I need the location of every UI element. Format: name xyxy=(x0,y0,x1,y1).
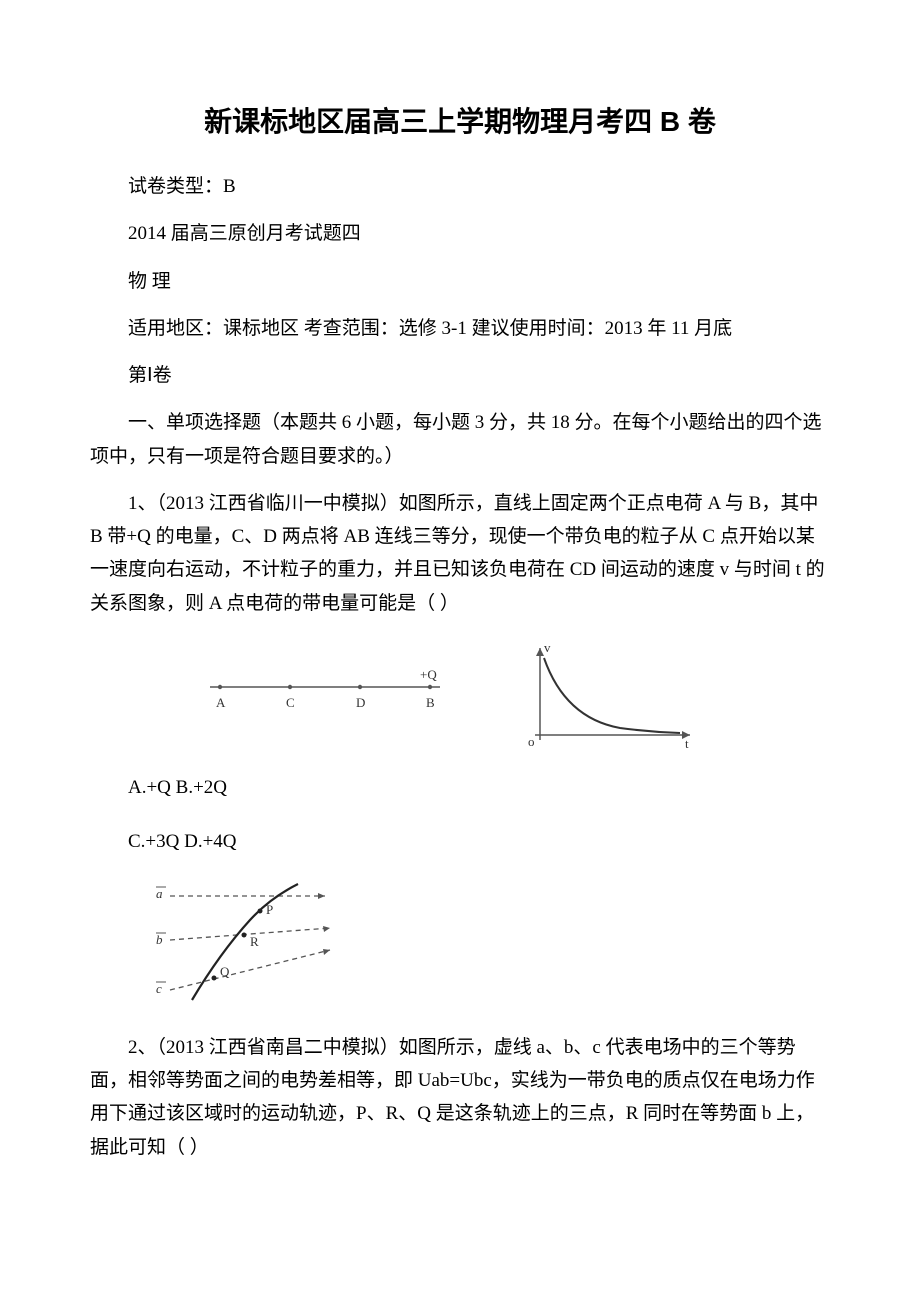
volume: 第Ⅰ卷 xyxy=(90,359,830,392)
section-header: 一、单项选择题（本题共 6 小题，每小题 3 分，共 18 分。在每个小题给出的… xyxy=(90,406,830,473)
axis-t: t xyxy=(685,736,689,750)
q1-stem: 1、（2013 江西省临川一中模拟）如图所示，直线上固定两个正点电荷 A 与 B… xyxy=(90,487,830,620)
fig-label-d: D xyxy=(356,695,365,710)
fig-label-q: +Q xyxy=(420,667,437,682)
q2-figure-wrap: a b c P R Q xyxy=(150,878,830,1013)
fig-label-b: B xyxy=(426,695,435,710)
page-title: 新课标地区届高三上学期物理月考四 B 卷 xyxy=(90,100,830,140)
scope: 适用地区：课标地区 考查范围：选修 3-1 建议使用时间：2013 年 11 月… xyxy=(90,312,830,345)
q2-figure: a b c P R Q xyxy=(150,878,340,1008)
fig2-label-q: Q xyxy=(220,964,230,979)
axis-o: o xyxy=(528,734,535,749)
subject: 物 理 xyxy=(90,265,830,298)
axis-v: v xyxy=(544,640,551,655)
fig2-label-a: a xyxy=(156,886,163,901)
sub-title: 2014 届高三原创月考试题四 xyxy=(90,217,830,250)
fig2-label-b: b xyxy=(156,932,163,947)
fig-label-a: A xyxy=(216,695,226,710)
q2-stem: 2、（2013 江西省南昌二中模拟）如图所示，虚线 a、b、c 代表电场中的三个… xyxy=(90,1031,830,1164)
fig2-label-r: R xyxy=(250,934,259,949)
q1-options-row2: C.+3Q D.+4Q xyxy=(90,824,830,860)
paper-type: 试卷类型：B xyxy=(90,170,830,203)
fig2-label-p: P xyxy=(266,902,273,917)
q1-vt-figure: v t o xyxy=(510,640,700,750)
fig2-label-c: c xyxy=(156,981,162,996)
q1-line-figure: A C D B +Q xyxy=(200,667,450,722)
q1-figures: A C D B +Q v t o xyxy=(200,640,830,750)
fig-label-c: C xyxy=(286,695,295,710)
q1-options-row1: A.+Q B.+2Q xyxy=(90,770,830,806)
